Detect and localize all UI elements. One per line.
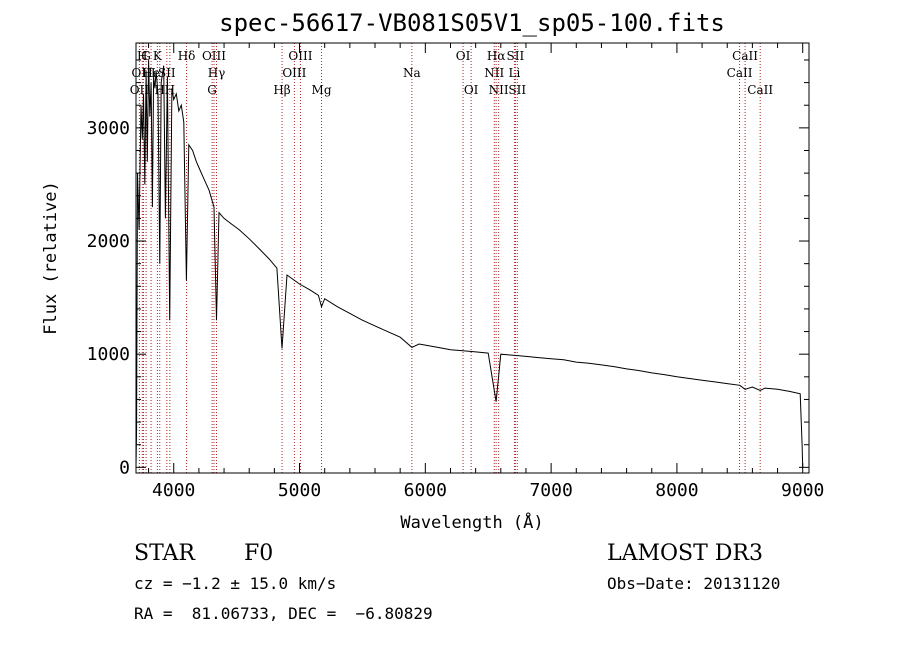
line-label: SII: [507, 49, 525, 63]
survey-name: LAMOST DR3: [607, 541, 763, 566]
line-label: Hδ: [178, 49, 196, 63]
observation-date: Obs−Date: 20131120: [607, 574, 781, 593]
y-tick-label: 3000: [87, 118, 130, 139]
y-axis-label: Flux (relative): [41, 181, 61, 335]
line-label: OI: [456, 49, 471, 63]
line-label: OIII: [282, 66, 306, 80]
line-label: H: [155, 83, 165, 97]
object-subclass: F0: [244, 541, 274, 566]
line-label: Na: [403, 66, 421, 80]
x-axis-label: Wavelength (Å): [400, 511, 543, 533]
line-label: OIII: [132, 66, 156, 80]
line-label: K: [153, 49, 163, 63]
line-label: Li: [508, 66, 520, 80]
y-tick-label: 2000: [87, 231, 130, 252]
line-label: OI: [464, 83, 479, 97]
line-label: NII: [489, 83, 509, 97]
line-label: Hβ: [273, 83, 290, 97]
line-label: CaII: [732, 49, 758, 63]
line-label: OIII: [202, 49, 226, 63]
redshift-velocity: cz = −1.2 ± 15.0 km/s: [134, 574, 337, 593]
line-label: CaII: [727, 66, 753, 80]
line-label: Hα: [487, 49, 506, 63]
x-tick-label: 7000: [529, 480, 572, 501]
line-label: Hγ: [208, 66, 226, 80]
line-label: CaII: [747, 83, 773, 97]
line-label: G: [141, 49, 151, 63]
y-tick-label: 1000: [87, 344, 130, 365]
x-tick-label: 5000: [278, 480, 321, 501]
coordinates: RA = 81.06733, DEC = −6.80829: [134, 604, 433, 623]
line-label: H: [165, 83, 175, 97]
y-axis-ticks: 0 1000 2000 3000: [87, 59, 809, 478]
line-label: G: [207, 83, 217, 97]
line-label: H: [137, 49, 147, 63]
line-label: OII: [130, 83, 150, 97]
line-label: Mg: [312, 83, 332, 97]
plot-frame: [135, 42, 810, 474]
spectrum-series-line: [135, 59, 804, 468]
spectrum-chart: spec-56617-VB081S05V1_sp05-100.fits OII H…: [41, 9, 824, 533]
line-label: NII: [484, 66, 504, 80]
x-tick-label: 6000: [404, 480, 447, 501]
x-tick-label: 4000: [152, 480, 195, 501]
x-tick-label: 8000: [655, 480, 698, 501]
x-axis-ticks: 4000 5000 6000 7000 8000 9000: [148, 43, 824, 501]
x-tick-label: 9000: [781, 480, 824, 501]
object-class: STAR: [134, 541, 195, 566]
line-label: OIII: [288, 49, 312, 63]
line-label: SII: [508, 83, 526, 97]
emission-line-markers: [138, 43, 761, 473]
y-tick-label: 0: [119, 457, 130, 478]
chart-title: spec-56617-VB081S05V1_sp05-100.fits: [219, 9, 725, 37]
